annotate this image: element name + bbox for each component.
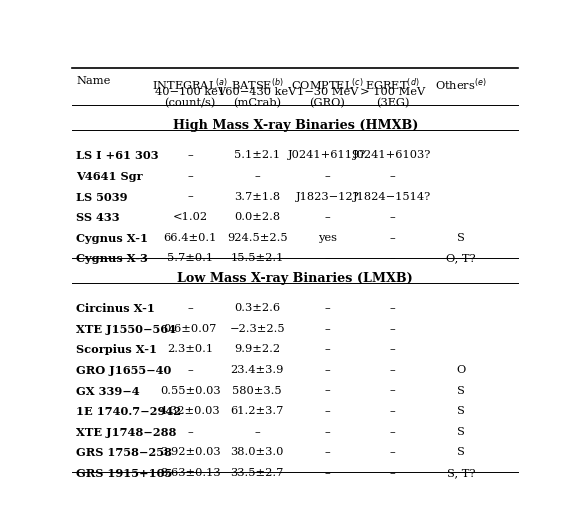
Text: 1E 1740.7−2942: 1E 1740.7−2942 bbox=[77, 406, 181, 417]
Text: O, T?: O, T? bbox=[446, 253, 476, 263]
Text: –: – bbox=[389, 344, 395, 354]
Text: –: – bbox=[389, 365, 395, 375]
Text: –: – bbox=[389, 171, 395, 181]
Text: J0241+6119?: J0241+6119? bbox=[288, 151, 366, 160]
Text: 66.4±0.1: 66.4±0.1 bbox=[164, 233, 217, 243]
Text: Scorpius X-1: Scorpius X-1 bbox=[77, 344, 157, 355]
Text: 924.5±2.5: 924.5±2.5 bbox=[227, 233, 287, 243]
Text: EGRET$^{(d)}$: EGRET$^{(d)}$ bbox=[365, 76, 420, 93]
Text: –: – bbox=[324, 365, 330, 375]
Text: –: – bbox=[389, 447, 395, 457]
Text: –: – bbox=[324, 324, 330, 334]
Text: –: – bbox=[187, 192, 193, 201]
Text: 9.9±2.2: 9.9±2.2 bbox=[234, 344, 281, 354]
Text: –: – bbox=[324, 468, 330, 478]
Text: 4.32±0.03: 4.32±0.03 bbox=[160, 406, 221, 416]
Text: 40−100 keV: 40−100 keV bbox=[155, 87, 226, 97]
Text: −2.3±2.5: −2.3±2.5 bbox=[229, 324, 285, 334]
Text: Circinus X-1: Circinus X-1 bbox=[77, 303, 156, 314]
Text: (3EG): (3EG) bbox=[376, 98, 410, 108]
Text: 33.5±2.7: 33.5±2.7 bbox=[230, 468, 284, 478]
Text: –: – bbox=[324, 344, 330, 354]
Text: –: – bbox=[389, 303, 395, 313]
Text: O: O bbox=[457, 365, 466, 375]
Text: J1824−1514?: J1824−1514? bbox=[354, 192, 431, 201]
Text: –: – bbox=[324, 171, 330, 181]
Text: –: – bbox=[255, 171, 260, 181]
Text: 23.4±3.9: 23.4±3.9 bbox=[230, 365, 284, 375]
Text: INTEGRAL$^{(a)}$: INTEGRAL$^{(a)}$ bbox=[152, 76, 229, 93]
Text: –: – bbox=[389, 406, 395, 416]
Text: 0.55±0.03: 0.55±0.03 bbox=[160, 386, 221, 395]
Text: –: – bbox=[324, 406, 330, 416]
Text: –: – bbox=[187, 365, 193, 375]
Text: Cygnus X-1: Cygnus X-1 bbox=[77, 233, 149, 244]
Text: > 100 MeV: > 100 MeV bbox=[360, 87, 425, 97]
Text: –: – bbox=[389, 427, 395, 437]
Text: BATSE$^{(b)}$: BATSE$^{(b)}$ bbox=[231, 76, 284, 93]
Text: LS 5039: LS 5039 bbox=[77, 192, 128, 203]
Text: 3.7±1.8: 3.7±1.8 bbox=[234, 192, 281, 201]
Text: 5.7±0.1: 5.7±0.1 bbox=[167, 253, 213, 263]
Text: Low Mass X-ray Binaries (LMXB): Low Mass X-ray Binaries (LMXB) bbox=[177, 272, 413, 285]
Text: (count/s): (count/s) bbox=[165, 98, 216, 108]
Text: High Mass X-ray Binaries (HMXB): High Mass X-ray Binaries (HMXB) bbox=[173, 119, 418, 132]
Text: GRO J1655−40: GRO J1655−40 bbox=[77, 365, 172, 376]
Text: Name: Name bbox=[77, 76, 111, 86]
Text: –: – bbox=[187, 171, 193, 181]
Text: –: – bbox=[389, 233, 395, 243]
Text: 15.5±2.1: 15.5±2.1 bbox=[230, 253, 284, 263]
Text: –: – bbox=[324, 427, 330, 437]
Text: –: – bbox=[324, 303, 330, 313]
Text: S: S bbox=[457, 406, 465, 416]
Text: 0.0±2.8: 0.0±2.8 bbox=[234, 212, 281, 222]
Text: 2.3±0.1: 2.3±0.1 bbox=[167, 344, 213, 354]
Text: J0241+6103?: J0241+6103? bbox=[353, 151, 431, 160]
Text: XTE J1748−288: XTE J1748−288 bbox=[77, 427, 177, 437]
Text: GX 339−4: GX 339−4 bbox=[77, 386, 140, 396]
Text: –: – bbox=[389, 324, 395, 334]
Text: S: S bbox=[457, 386, 465, 395]
Text: 3.92±0.03: 3.92±0.03 bbox=[160, 447, 221, 457]
Text: –: – bbox=[187, 427, 193, 437]
Text: 0.3±2.6: 0.3±2.6 bbox=[234, 303, 281, 313]
Text: <1.02: <1.02 bbox=[173, 212, 208, 222]
Text: –: – bbox=[324, 447, 330, 457]
Text: S, T?: S, T? bbox=[447, 468, 476, 478]
Text: –: – bbox=[324, 386, 330, 395]
Text: LS I +61 303: LS I +61 303 bbox=[77, 151, 159, 161]
Text: (GRO): (GRO) bbox=[309, 98, 345, 108]
Text: SS 433: SS 433 bbox=[77, 212, 120, 223]
Text: 580±3.5: 580±3.5 bbox=[233, 386, 282, 395]
Text: S: S bbox=[457, 447, 465, 457]
Text: 5.1±2.1: 5.1±2.1 bbox=[234, 151, 281, 160]
Text: Others$^{(e)}$: Others$^{(e)}$ bbox=[435, 76, 487, 93]
Text: 8.63±0.13: 8.63±0.13 bbox=[160, 468, 221, 478]
Text: –: – bbox=[389, 386, 395, 395]
Text: S: S bbox=[457, 233, 465, 243]
Text: GRS 1758−258: GRS 1758−258 bbox=[77, 447, 172, 458]
Text: 1−30 MeV: 1−30 MeV bbox=[297, 87, 358, 97]
Text: COMPTEL$^{(c)}$: COMPTEL$^{(c)}$ bbox=[291, 76, 363, 93]
Text: Cygnus X-3: Cygnus X-3 bbox=[77, 253, 149, 264]
Text: S: S bbox=[457, 427, 465, 437]
Text: 0.6±0.07: 0.6±0.07 bbox=[164, 324, 217, 334]
Text: 160−430 keV: 160−430 keV bbox=[218, 87, 297, 97]
Text: (mCrab): (mCrab) bbox=[233, 98, 281, 108]
Text: –: – bbox=[389, 468, 395, 478]
Text: –: – bbox=[389, 253, 395, 263]
Text: –: – bbox=[187, 151, 193, 160]
Text: –: – bbox=[255, 427, 260, 437]
Text: –: – bbox=[187, 303, 193, 313]
Text: –: – bbox=[389, 212, 395, 222]
Text: yes: yes bbox=[318, 233, 337, 243]
Text: GRS 1915+105: GRS 1915+105 bbox=[77, 468, 173, 479]
Text: J1823−12?: J1823−12? bbox=[295, 192, 359, 201]
Text: –: – bbox=[324, 253, 330, 263]
Text: –: – bbox=[324, 212, 330, 222]
Text: V4641 Sgr: V4641 Sgr bbox=[77, 171, 143, 182]
Text: XTE J1550−564: XTE J1550−564 bbox=[77, 324, 176, 335]
Text: 61.2±3.7: 61.2±3.7 bbox=[230, 406, 284, 416]
Text: 38.0±3.0: 38.0±3.0 bbox=[230, 447, 284, 457]
